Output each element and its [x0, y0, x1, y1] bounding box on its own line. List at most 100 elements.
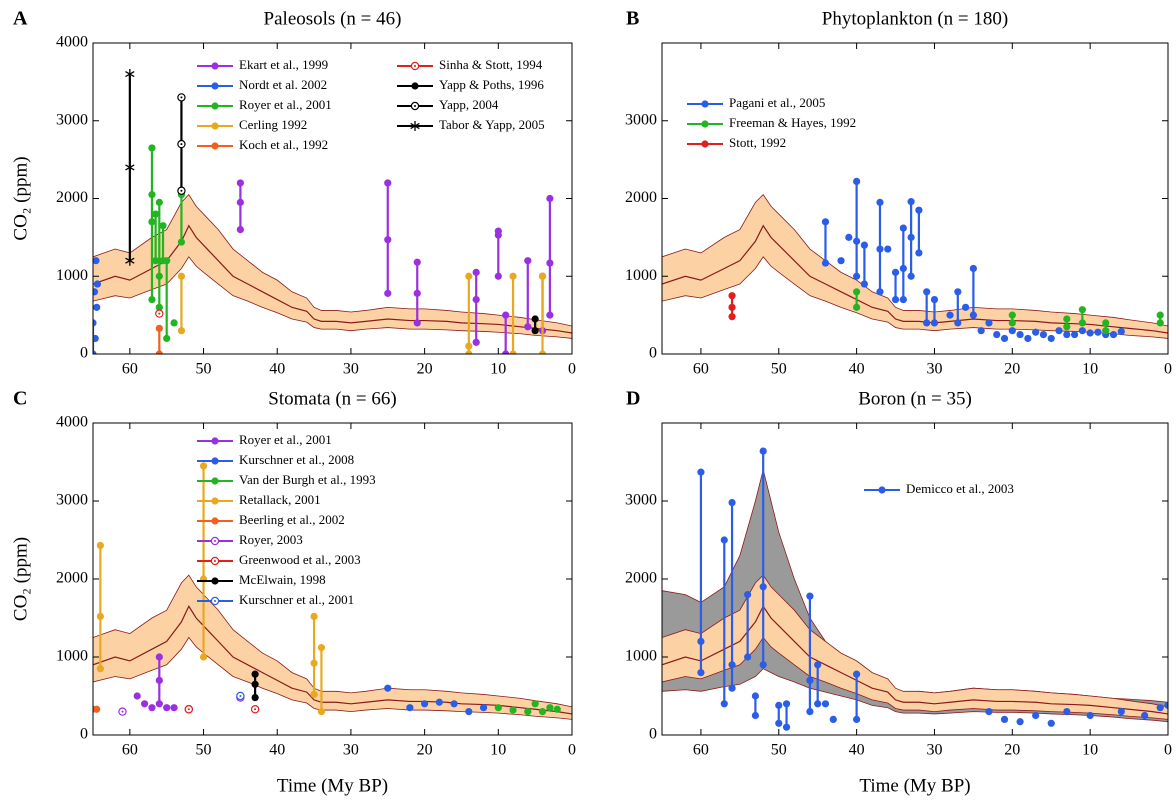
legend-label: Cerling 1992	[239, 117, 307, 132]
x-tick-label: 60	[693, 742, 709, 759]
point	[384, 236, 392, 244]
point	[435, 698, 443, 706]
legend-label: McElwain, 1998	[239, 572, 326, 587]
point	[199, 653, 208, 661]
point	[1094, 328, 1102, 336]
legend-marker	[701, 120, 709, 128]
point	[876, 245, 884, 253]
panel-letter: D	[626, 388, 640, 410]
legend-label: Koch et al., 1992	[239, 137, 328, 152]
point	[728, 313, 736, 321]
point	[728, 498, 736, 507]
point	[1086, 711, 1094, 720]
point	[310, 690, 318, 699]
y-tick-label: 4000	[56, 414, 88, 431]
point	[977, 327, 985, 335]
point	[170, 704, 178, 712]
point	[413, 319, 421, 327]
point	[876, 198, 884, 206]
y-axis-label: CO₂ (ppm)	[10, 537, 31, 621]
y-tick-label: 3000	[56, 111, 88, 128]
point	[969, 311, 977, 319]
legend-marker	[211, 457, 219, 465]
point	[860, 241, 869, 249]
legend-label: Yapp & Poths, 1996	[439, 77, 544, 92]
point	[317, 644, 326, 652]
model-line	[662, 224, 1168, 334]
point	[465, 342, 473, 350]
point	[1016, 330, 1024, 339]
point	[1078, 306, 1086, 314]
point	[384, 684, 392, 692]
point	[728, 684, 736, 692]
point	[148, 704, 156, 712]
point	[177, 238, 186, 246]
point	[759, 661, 767, 669]
point	[148, 191, 156, 199]
point-center	[158, 312, 161, 315]
point-center	[187, 708, 190, 711]
point	[155, 303, 163, 311]
point	[310, 659, 318, 667]
point	[814, 700, 822, 708]
panel-letter: B	[626, 8, 639, 30]
point-center	[180, 143, 183, 146]
point	[954, 319, 962, 327]
point	[524, 708, 532, 716]
point	[546, 259, 554, 267]
point	[524, 323, 532, 331]
point	[531, 327, 539, 335]
panel: 0 1000 2000 3000 60 50 40 30 20 10 0 Boron (n = 35)…	[625, 388, 1172, 797]
x-tick-label: 0	[568, 742, 576, 759]
point	[1032, 328, 1040, 336]
point	[155, 676, 163, 685]
point	[860, 280, 869, 288]
legend-label: Van der Burgh et al., 1993	[239, 472, 376, 487]
point	[96, 665, 104, 673]
point	[853, 288, 861, 296]
y-tick-label: 0	[649, 345, 657, 362]
point	[317, 708, 326, 716]
point	[1024, 334, 1032, 343]
legend-label: Greenwood et al., 2003	[239, 552, 361, 567]
point	[163, 704, 171, 712]
point	[899, 295, 907, 304]
x-tick-label: 10	[1082, 742, 1098, 759]
x-tick-label: 0	[568, 361, 576, 378]
plot-frame	[661, 42, 1169, 355]
point	[697, 468, 705, 476]
x-tick-label: 30	[343, 361, 359, 378]
legend-marker	[211, 62, 219, 70]
point	[199, 462, 208, 470]
point	[251, 680, 259, 688]
point	[159, 222, 167, 230]
x-tick-label: 20	[417, 361, 433, 378]
point	[728, 303, 736, 311]
model-line	[662, 605, 1168, 715]
outer-band	[662, 469, 1168, 723]
point	[1063, 315, 1071, 323]
point	[163, 257, 171, 265]
point	[546, 194, 554, 203]
point	[502, 350, 510, 354]
point	[538, 350, 547, 354]
point	[494, 704, 502, 712]
legend-marker	[211, 122, 219, 130]
point	[125, 162, 135, 173]
model-band	[93, 193, 572, 339]
point	[509, 706, 517, 714]
point	[1039, 330, 1048, 339]
point	[1063, 323, 1071, 331]
point	[853, 303, 861, 311]
x-tick-label: 40	[269, 742, 285, 759]
point	[1047, 719, 1055, 727]
point	[155, 700, 163, 708]
legend-label: Yapp, 2004	[439, 97, 499, 112]
point	[155, 272, 163, 280]
point	[502, 311, 510, 319]
point	[697, 669, 705, 677]
plot-frame	[92, 422, 573, 736]
point	[720, 700, 728, 708]
panel-letter: A	[13, 8, 28, 30]
point	[251, 670, 259, 678]
